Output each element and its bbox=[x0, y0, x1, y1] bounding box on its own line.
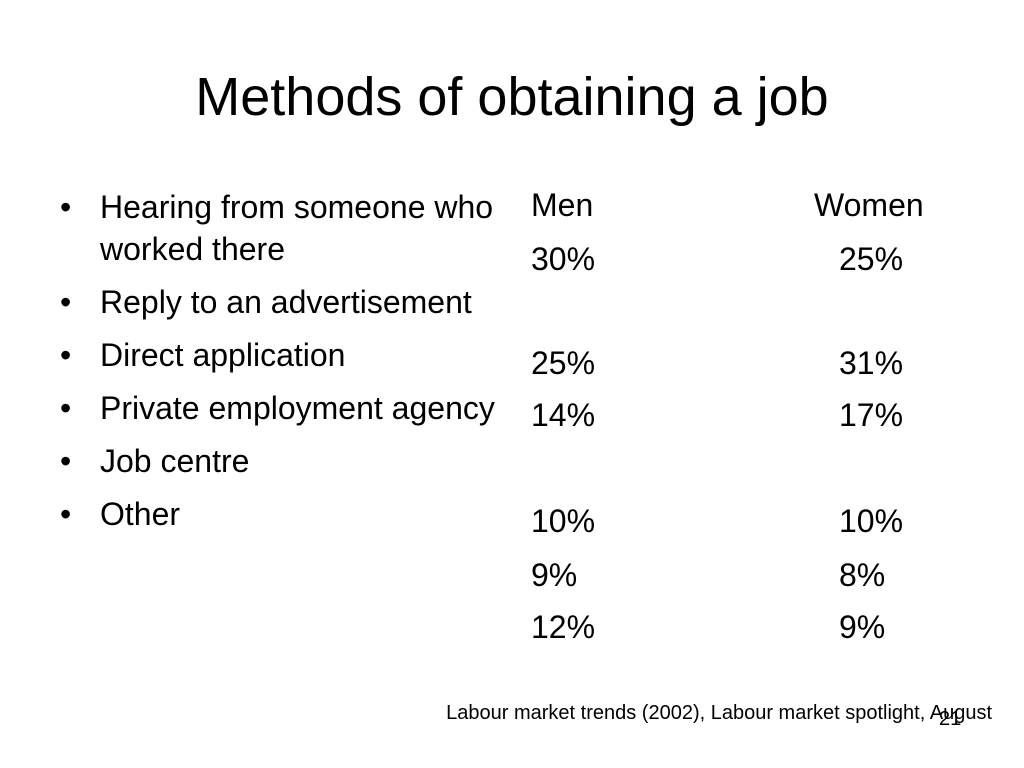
method-label: Private employment agency bbox=[100, 390, 495, 426]
women-value: 17% bbox=[839, 397, 904, 433]
method-label: Job centre bbox=[100, 443, 250, 479]
women-value: 31% bbox=[839, 345, 904, 381]
bullet-icon: • bbox=[60, 337, 72, 373]
women-value: 10% bbox=[839, 503, 904, 539]
method-label: Other bbox=[100, 496, 181, 532]
method-label: Direct application bbox=[100, 337, 346, 373]
list-item: • Private employment agency bbox=[56, 387, 506, 429]
list-item: • Direct application bbox=[56, 334, 506, 376]
men-value: 9% bbox=[531, 557, 578, 593]
list-item: • Hearing from someone who worked there bbox=[56, 186, 506, 270]
bullet-icon: • bbox=[60, 390, 72, 426]
bullet-icon: • bbox=[60, 496, 72, 532]
bullet-icon: • bbox=[60, 189, 72, 225]
method-list: • Hearing from someone who worked there … bbox=[56, 186, 506, 546]
men-value: 30% bbox=[531, 241, 596, 277]
women-value: 25% bbox=[839, 241, 904, 277]
men-value: 25% bbox=[531, 345, 596, 381]
page-number: 21 bbox=[939, 708, 962, 730]
method-label: Reply to an advertisement bbox=[100, 284, 472, 320]
bullet-icon: • bbox=[60, 284, 72, 320]
men-value: 10% bbox=[531, 503, 596, 539]
men-column-header: Men bbox=[531, 187, 594, 223]
women-value: 8% bbox=[839, 557, 886, 593]
list-item: • Other bbox=[56, 493, 506, 535]
bullet-icon: • bbox=[60, 443, 72, 479]
list-item: • Job centre bbox=[56, 440, 506, 482]
source-citation: Labour market trends (2002), Labour mark… bbox=[446, 702, 992, 724]
men-value: 14% bbox=[531, 397, 596, 433]
slide-title: Methods of obtaining a job bbox=[195, 67, 829, 127]
women-value: 9% bbox=[839, 609, 886, 645]
list-item: • Reply to an advertisement bbox=[56, 281, 506, 323]
women-column-header: Women bbox=[814, 187, 924, 223]
men-value: 12% bbox=[531, 609, 596, 645]
method-label: Hearing from someone who worked there bbox=[100, 189, 494, 267]
